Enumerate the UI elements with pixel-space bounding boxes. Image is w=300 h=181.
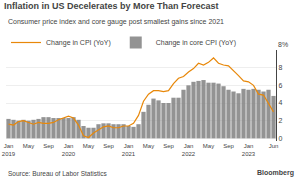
svg-text:Jan2022: Jan2022 [182,143,196,157]
svg-text:Jun: Jun [269,143,279,149]
svg-text:May: May [83,143,94,149]
svg-text:8%: 8% [278,41,288,48]
svg-text:0: 0 [278,135,282,142]
svg-text:Jan2020: Jan2020 [62,143,76,157]
svg-text:May: May [23,143,34,149]
svg-text:Jan2023: Jan2023 [242,143,256,157]
svg-text:Change in core CPI (YoY): Change in core CPI (YoY) [156,39,236,47]
svg-text:Sep: Sep [223,143,234,149]
svg-text:May: May [143,143,154,149]
svg-text:2: 2 [278,117,282,124]
svg-text:6: 6 [278,82,282,89]
svg-text:Bloomberg: Bloomberg [257,169,294,177]
svg-text:Change in CPI (YoY): Change in CPI (YoY) [46,39,111,47]
svg-text:Jan2021: Jan2021 [122,143,136,157]
svg-text:May: May [203,143,214,149]
svg-text:8: 8 [278,64,282,71]
svg-text:Sep: Sep [103,143,114,149]
svg-text:Consumer price index and core: Consumer price index and core gauge post… [8,18,224,26]
svg-text:Source: Bureau of Labor Statis: Source: Bureau of Labor Statistics [8,170,107,177]
svg-text:Jan2019: Jan2019 [2,143,16,157]
svg-text:Inflation in US Decelerates by: Inflation in US Decelerates by More Than… [4,1,219,11]
svg-text:Sep: Sep [43,143,54,149]
svg-text:Sep: Sep [163,143,174,149]
svg-text:4: 4 [278,99,282,106]
